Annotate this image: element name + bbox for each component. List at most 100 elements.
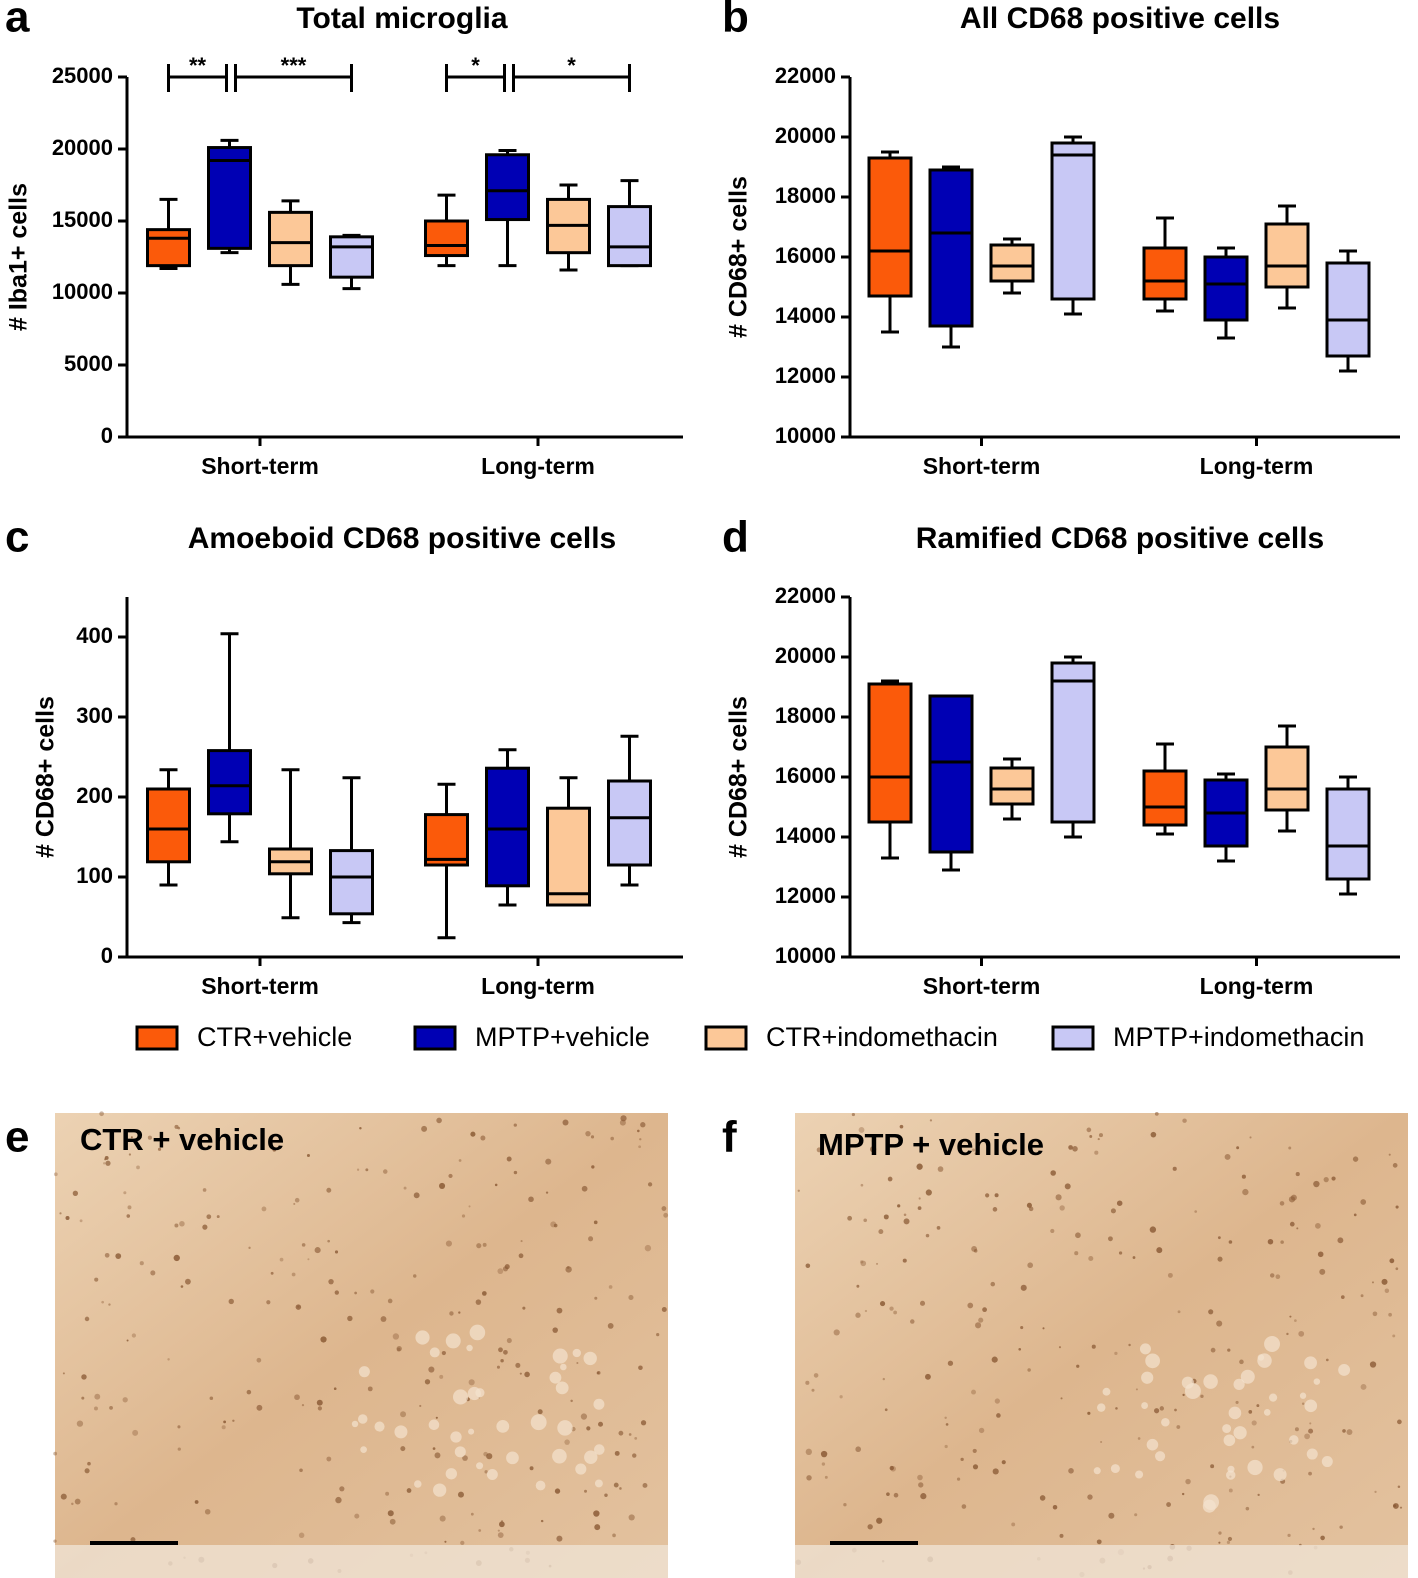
cell-texture bbox=[956, 1477, 961, 1481]
box-plot bbox=[146, 768, 191, 887]
cell-texture bbox=[460, 1540, 465, 1545]
cell-texture bbox=[291, 1272, 296, 1277]
pale-texture bbox=[1161, 1418, 1170, 1427]
cell-texture bbox=[294, 1394, 300, 1401]
cell-texture bbox=[637, 1129, 640, 1133]
pale-texture bbox=[496, 1419, 510, 1433]
pale-texture bbox=[1222, 1424, 1232, 1434]
cell-texture bbox=[632, 1453, 637, 1458]
significance-bracket bbox=[512, 64, 631, 92]
cell-texture bbox=[883, 1214, 889, 1220]
cell-texture bbox=[1154, 1408, 1160, 1414]
cell-texture bbox=[515, 1362, 521, 1368]
cell-texture bbox=[607, 1322, 614, 1329]
box-plot bbox=[329, 776, 374, 925]
cell-texture bbox=[1020, 1284, 1027, 1291]
upper-whisker bbox=[220, 632, 239, 751]
cell-texture bbox=[576, 1362, 579, 1365]
micrograph-bottom bbox=[795, 1545, 1408, 1578]
cell-texture bbox=[354, 1513, 360, 1519]
pale-texture bbox=[549, 1371, 562, 1384]
y-tick-label: 15000 bbox=[52, 207, 113, 232]
y-tick-label: 12000 bbox=[775, 363, 836, 388]
cell-texture bbox=[1228, 1488, 1233, 1493]
lower-whisker bbox=[437, 255, 456, 268]
box-plot bbox=[1264, 204, 1310, 310]
box-plot bbox=[546, 776, 591, 907]
cell-texture bbox=[584, 1489, 587, 1493]
cell-texture bbox=[524, 1371, 530, 1378]
box-plot bbox=[989, 757, 1035, 821]
cell-texture bbox=[132, 1429, 139, 1436]
pale-texture bbox=[1110, 1464, 1120, 1474]
micrograph-background bbox=[795, 1113, 1408, 1578]
y-tick-label: 20000 bbox=[775, 123, 836, 148]
panel-label: b bbox=[722, 0, 749, 42]
legend-label: CTR+vehicle bbox=[197, 1022, 352, 1052]
cell-texture bbox=[890, 1466, 896, 1472]
y-axis-label: # CD68+ cells bbox=[725, 176, 753, 338]
box-plot bbox=[546, 183, 591, 272]
cell-texture bbox=[167, 1358, 170, 1361]
cell-texture bbox=[356, 1168, 360, 1171]
box bbox=[146, 787, 191, 864]
pale-texture bbox=[428, 1419, 440, 1431]
cell-texture bbox=[1340, 1295, 1345, 1299]
cell-texture bbox=[1294, 1427, 1299, 1432]
cell-texture bbox=[564, 1439, 570, 1445]
cell-texture bbox=[593, 1220, 598, 1225]
cell-texture bbox=[920, 1493, 927, 1500]
cell-texture bbox=[878, 1229, 884, 1235]
y-tick-label: 16000 bbox=[775, 763, 836, 788]
cell-texture bbox=[94, 1393, 101, 1400]
cell-texture bbox=[53, 1172, 58, 1177]
cell-texture bbox=[604, 1493, 608, 1498]
cell-texture bbox=[1228, 1240, 1233, 1244]
pale-texture bbox=[1289, 1435, 1299, 1445]
cell-texture bbox=[944, 1444, 948, 1449]
cell-texture bbox=[1020, 1326, 1024, 1330]
cell-texture bbox=[640, 1420, 647, 1426]
pale-texture bbox=[1313, 1378, 1321, 1385]
cell-texture bbox=[656, 1333, 660, 1337]
cell-texture bbox=[614, 1450, 620, 1456]
cell-texture bbox=[556, 1535, 563, 1542]
cell-texture bbox=[806, 1475, 812, 1481]
box bbox=[607, 205, 652, 268]
cell-texture bbox=[1060, 1397, 1063, 1400]
box bbox=[485, 766, 530, 888]
cell-texture bbox=[1110, 1208, 1116, 1214]
cell-texture bbox=[596, 1371, 600, 1375]
cell-texture bbox=[1075, 1232, 1081, 1239]
y-tick-label: 14000 bbox=[775, 823, 836, 848]
cell-texture bbox=[1286, 1332, 1289, 1336]
cell-texture bbox=[478, 1529, 482, 1532]
pale-texture bbox=[1233, 1426, 1247, 1440]
cell-texture bbox=[1097, 1137, 1100, 1141]
panel-label: d bbox=[722, 513, 749, 562]
cell-texture bbox=[76, 1420, 84, 1427]
cell-texture bbox=[1064, 1183, 1071, 1190]
cell-texture bbox=[855, 1312, 861, 1318]
cell-texture bbox=[444, 1540, 447, 1543]
cell-texture bbox=[816, 1147, 822, 1153]
cell-texture bbox=[147, 1135, 152, 1140]
upper-whisker bbox=[559, 776, 578, 809]
cell-texture bbox=[594, 1524, 601, 1531]
cell-texture bbox=[101, 1300, 104, 1304]
cell-texture bbox=[1086, 1127, 1092, 1133]
box bbox=[146, 228, 191, 268]
cell-texture bbox=[1395, 1205, 1399, 1209]
cell-texture bbox=[314, 1247, 321, 1254]
box-plot bbox=[1325, 249, 1371, 373]
cell-texture bbox=[468, 1205, 471, 1208]
box bbox=[928, 694, 974, 854]
cell-texture bbox=[354, 1291, 357, 1295]
cell-texture bbox=[1194, 1210, 1198, 1213]
cell-texture bbox=[1072, 1146, 1078, 1152]
pale-texture bbox=[454, 1446, 466, 1458]
cell-texture bbox=[805, 1380, 810, 1385]
cell-texture bbox=[843, 1503, 847, 1507]
cell-texture bbox=[580, 1413, 588, 1420]
cell-texture bbox=[1346, 1429, 1353, 1436]
